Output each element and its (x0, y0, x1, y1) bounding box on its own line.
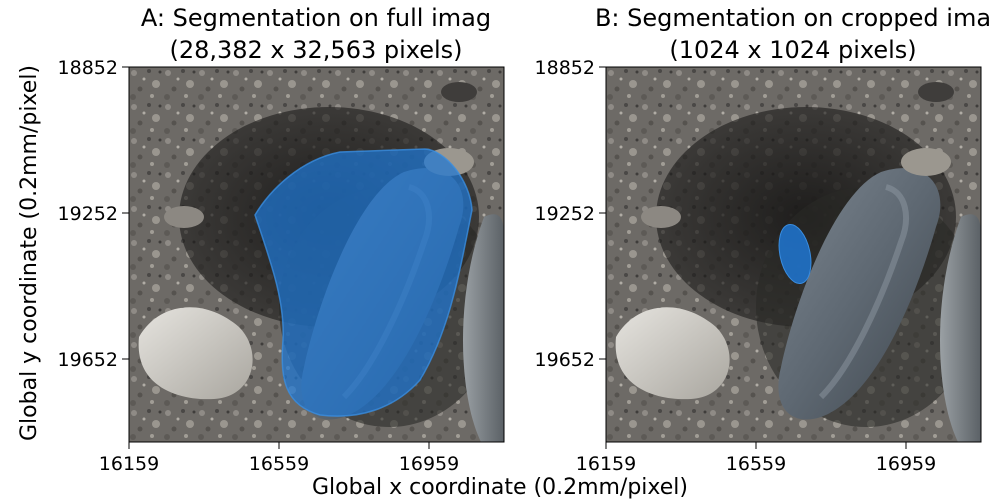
panel-a-ytick-label: 18852 (58, 57, 118, 79)
panel-b-segmentation-mask (778, 223, 812, 285)
panel-a-frame (128, 66, 505, 443)
y-axis-label: Global y coordinate (0.2mm/pixel) (17, 65, 42, 441)
panel-a-segmentation-mask (254, 148, 473, 417)
panel-a-xtick-label: 16559 (249, 453, 309, 475)
panel-a-ytick-label: 19252 (58, 203, 118, 225)
panel-a-title-line2: (28,382 x 32,563 pixels) (169, 36, 462, 64)
panel-b: B: Segmentation on cropped ima (1024 x 1… (535, 4, 992, 475)
panel-a-image (129, 67, 504, 442)
panel-a: A: Segmentation on full imag (28,382 x 3… (58, 4, 505, 475)
panel-a-yticks: 18852 19252 19652 (58, 57, 129, 371)
panel-b-image (606, 67, 981, 442)
panel-b-title-line2: (1024 x 1024 pixels) (669, 36, 916, 64)
panel-b-ytick-label: 18852 (535, 57, 595, 79)
panel-b-xtick-label: 16959 (876, 453, 936, 475)
panel-b-xticks: 16159 16559 16959 (576, 442, 936, 475)
panel-a-xticks: 16159 16559 16959 (99, 442, 459, 475)
panel-a-xtick-label: 16159 (99, 453, 159, 475)
panel-b-ytick-label: 19652 (535, 349, 595, 371)
panel-b-xtick-label: 16559 (726, 453, 786, 475)
panel-b-yticks: 18852 19252 19652 (535, 57, 606, 371)
panel-b-xtick-label: 16159 (576, 453, 636, 475)
panel-b-title-line1: B: Segmentation on cropped ima (595, 4, 991, 32)
x-axis-label: Global x coordinate (0.2mm/pixel) (312, 475, 688, 500)
panel-a-xtick-label: 16959 (399, 453, 459, 475)
panel-b-ytick-label: 19252 (535, 203, 595, 225)
panel-a-ytick-label: 19652 (58, 349, 118, 371)
panel-a-title-line1: A: Segmentation on full imag (141, 4, 491, 32)
panel-b-frame (605, 66, 982, 443)
